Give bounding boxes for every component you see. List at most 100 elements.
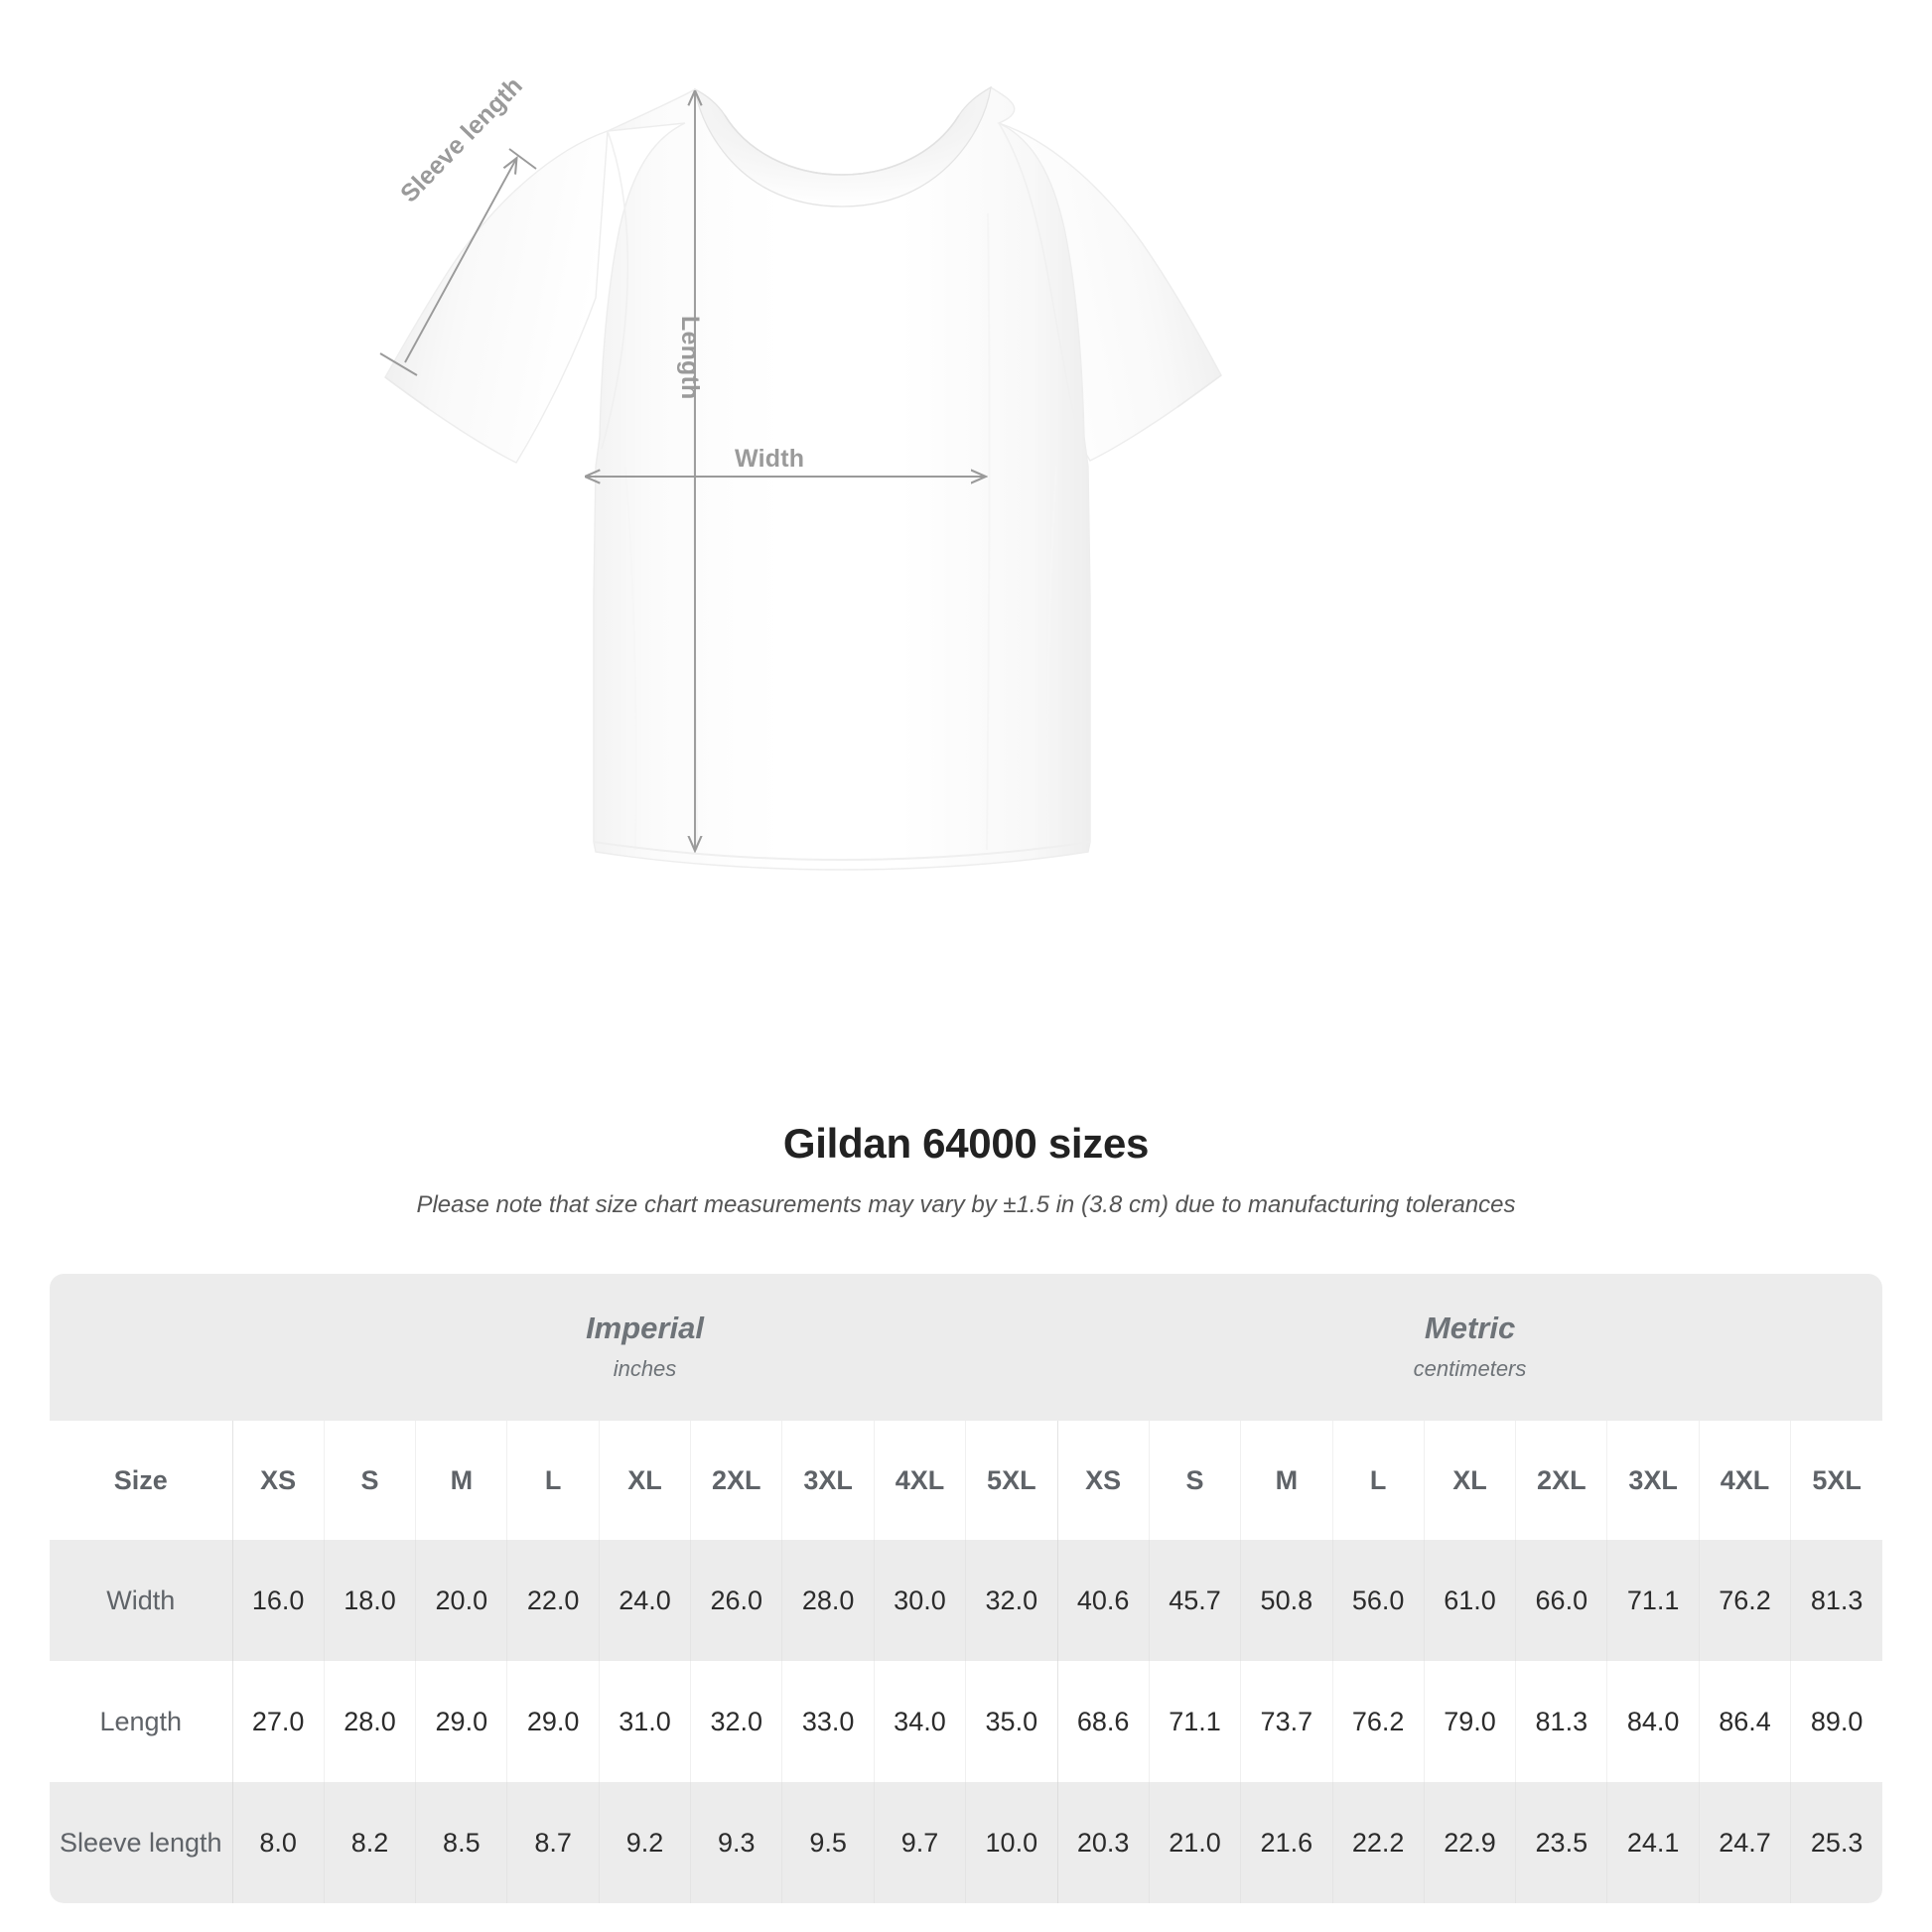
measurement-value-cell: 45.7 xyxy=(1148,1540,1241,1661)
measurement-value-cell: 18.0 xyxy=(323,1540,416,1661)
size-header-cell: 4XL xyxy=(1698,1421,1791,1540)
unit-row-spacer xyxy=(50,1274,232,1421)
measurement-value-cell: 76.2 xyxy=(1331,1661,1425,1782)
measurement-value-cell: 66.0 xyxy=(1515,1540,1607,1661)
size-header-cell: L xyxy=(506,1421,600,1540)
length-dimension-label: Length xyxy=(676,316,704,400)
measurement-value-cell: 76.2 xyxy=(1698,1540,1791,1661)
measurement-value-cell: 34.0 xyxy=(873,1661,966,1782)
measurement-value-cell: 21.6 xyxy=(1240,1782,1332,1903)
measurement-value-cell: 24.7 xyxy=(1698,1782,1791,1903)
measurement-value-cell: 35.0 xyxy=(965,1661,1058,1782)
size-header-cell: XS xyxy=(231,1421,325,1540)
unit-system-name: Imperial xyxy=(586,1311,704,1345)
measurement-value-cell: 29.0 xyxy=(415,1661,507,1782)
measurement-value-cell: 10.0 xyxy=(965,1782,1058,1903)
measurement-value-cell: 81.3 xyxy=(1790,1540,1883,1661)
measurement-value-cell: 8.0 xyxy=(231,1782,325,1903)
measurement-value-cell: 22.0 xyxy=(506,1540,600,1661)
measurement-value-cell: 71.1 xyxy=(1606,1540,1700,1661)
size-header-cell: XL xyxy=(1423,1421,1516,1540)
measurement-value-cell: 20.0 xyxy=(415,1540,507,1661)
measurement-value-cell: 30.0 xyxy=(873,1540,966,1661)
measurement-value-cell: 81.3 xyxy=(1515,1661,1607,1782)
tshirt-body-shape xyxy=(384,85,1222,871)
size-header-cell: S xyxy=(1148,1421,1241,1540)
tshirt-illustration: Sleeve length Length Width xyxy=(379,71,1222,871)
size-header-cell: S xyxy=(323,1421,416,1540)
measurement-value-cell: 8.2 xyxy=(323,1782,416,1903)
measurement-row-label: Length xyxy=(50,1661,232,1782)
measurement-value-cell: 86.4 xyxy=(1698,1661,1791,1782)
measurement-value-cell: 27.0 xyxy=(231,1661,325,1782)
measurement-value-cell: 25.3 xyxy=(1790,1782,1883,1903)
measurement-value-cell: 28.0 xyxy=(323,1661,416,1782)
size-row-label: Size xyxy=(50,1421,232,1540)
measurement-value-cell: 26.0 xyxy=(690,1540,782,1661)
unit-system-unit: inches xyxy=(613,1356,677,1381)
size-header-row: Size XS S M L XL 2XL 3XL 4XL 5XL XS S M L XL 2XL 3XL 4XL 5… xyxy=(50,1421,1883,1540)
size-header-cell: L xyxy=(1331,1421,1425,1540)
measurement-value-cell: 50.8 xyxy=(1240,1540,1332,1661)
unit-system-row: Imperial inches Metric centimeters xyxy=(50,1274,1883,1421)
size-header-cell: 5XL xyxy=(965,1421,1058,1540)
measurement-value-cell: 29.0 xyxy=(506,1661,600,1782)
sleeve-tick-bottom xyxy=(379,352,418,376)
measurement-value-cell: 89.0 xyxy=(1790,1661,1883,1782)
unit-system-metric: Metric centimeters xyxy=(1057,1274,1883,1421)
size-header-cell: XL xyxy=(598,1421,691,1540)
size-header-cell: 2XL xyxy=(1515,1421,1607,1540)
size-chart-table: Imperial inches Metric centimeters Size XS S M L… xyxy=(50,1274,1883,1903)
size-header-cell: M xyxy=(415,1421,507,1540)
measurement-row-label: Sleeve length xyxy=(50,1782,232,1903)
measurement-value-cell: 8.7 xyxy=(506,1782,600,1903)
size-header-cell: 4XL xyxy=(873,1421,966,1540)
size-header-cell: 3XL xyxy=(1606,1421,1700,1540)
unit-system-name: Metric xyxy=(1424,1311,1516,1345)
measurement-value-cell: 73.7 xyxy=(1240,1661,1332,1782)
page-title: Gildan 64000 sizes xyxy=(782,1120,1150,1167)
measurement-value-cell: 32.0 xyxy=(690,1661,782,1782)
measurement-value-cell: 9.3 xyxy=(690,1782,782,1903)
measurement-value-cell: 84.0 xyxy=(1606,1661,1700,1782)
unit-system-imperial: Imperial inches xyxy=(232,1274,1058,1421)
measurement-value-cell: 9.7 xyxy=(873,1782,966,1903)
measurement-value-cell: 68.6 xyxy=(1056,1661,1150,1782)
size-header-cell: 2XL xyxy=(690,1421,782,1540)
size-header-cell: M xyxy=(1240,1421,1332,1540)
measurement-value-cell: 28.0 xyxy=(781,1540,875,1661)
measurement-arrows xyxy=(379,93,985,850)
measurement-value-cell: 32.0 xyxy=(965,1540,1058,1661)
size-header-cell: 5XL xyxy=(1790,1421,1883,1540)
measurement-value-cell: 33.0 xyxy=(781,1661,875,1782)
sleeve-tick-top xyxy=(508,148,537,170)
width-dimension-label: Width xyxy=(735,445,805,473)
measurement-value-cell: 56.0 xyxy=(1331,1540,1425,1661)
measurement-value-cell: 24.0 xyxy=(598,1540,691,1661)
measurement-value-cell: 24.1 xyxy=(1606,1782,1700,1903)
measurement-value-cell: 71.1 xyxy=(1148,1661,1241,1782)
size-table-container: Imperial inches Metric centimeters Size XS S M L… xyxy=(50,1274,1883,1903)
measurement-value-cell: 9.2 xyxy=(598,1782,691,1903)
measurement-value-cell: 20.3 xyxy=(1056,1782,1150,1903)
measurement-value-cell: 16.0 xyxy=(231,1540,325,1661)
table-row: Sleeve length 8.0 8.2 8.5 8.7 9.2 9.3 9.5 9.7 10.… xyxy=(50,1782,1883,1903)
measurement-value-cell: 79.0 xyxy=(1423,1661,1516,1782)
table-row: Width 16.0 18.0 20.0 22.0 24.0 26.0 28.0 30.0 32.… xyxy=(50,1540,1883,1661)
table-row: Length 27.0 28.0 29.0 29.0 31.0 32.0 33.0 34.0 35… xyxy=(50,1661,1883,1782)
measurement-value-cell: 21.0 xyxy=(1148,1782,1241,1903)
chart-heading-block: Gildan 64000 sizes Please note that size… xyxy=(0,1120,1932,1219)
tolerance-note: Please note that size chart measurements… xyxy=(416,1191,1516,1218)
measurement-value-cell: 22.9 xyxy=(1423,1782,1516,1903)
tshirt-svg xyxy=(379,85,1222,871)
size-header-cell: XS xyxy=(1056,1421,1150,1540)
measurement-row-label: Width xyxy=(50,1540,232,1661)
measurement-value-cell: 40.6 xyxy=(1056,1540,1150,1661)
measurement-value-cell: 61.0 xyxy=(1423,1540,1516,1661)
measurement-value-cell: 22.2 xyxy=(1331,1782,1425,1903)
measurement-value-cell: 8.5 xyxy=(415,1782,507,1903)
size-header-cell: 3XL xyxy=(781,1421,875,1540)
sleeve-length-arrow xyxy=(404,159,516,363)
measurement-value-cell: 23.5 xyxy=(1515,1782,1607,1903)
